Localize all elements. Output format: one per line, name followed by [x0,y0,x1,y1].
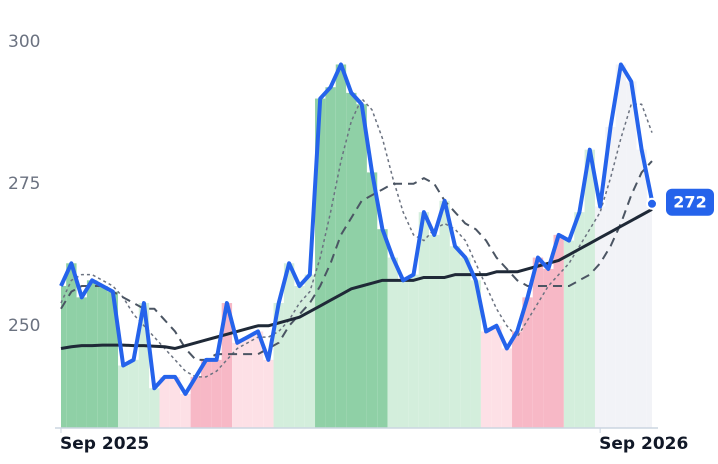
regime-band [449,246,461,428]
regime-band [283,263,295,428]
y-tick-label: 250 [8,316,40,336]
regime-band [501,348,513,428]
regime-band [522,297,533,428]
regime-band [470,280,481,428]
regime-band [315,98,326,428]
regime-band [180,393,191,428]
regime-band [294,286,305,428]
regime-band [263,359,274,428]
moving-average [60,97,653,378]
regime-band [532,257,544,428]
regime-band [626,81,637,429]
regime-band [273,303,284,428]
regime-band [366,172,378,428]
regime-band [636,149,647,428]
regime-band [594,206,606,428]
regime-band [408,274,419,428]
y-tick-label: 275 [8,174,40,194]
regime-band [439,200,450,428]
regime-band [553,234,564,428]
value-badge [666,188,714,216]
regime-band [159,376,170,428]
regime-band [346,92,357,428]
regime-band [232,342,243,428]
regime-band [491,325,502,428]
regime-band [128,359,139,428]
regime-band [61,286,67,428]
regime-band [169,376,181,428]
regime-band [325,87,336,428]
regime-band [356,104,367,429]
regime-band [605,126,616,429]
price-line [59,62,654,396]
regime-band [304,274,316,428]
last-point [646,197,658,210]
regime-band [252,331,264,428]
regime-band [242,337,253,428]
x-tick-label: Sep 2026 [599,434,688,454]
regime-band [221,303,233,428]
regime-band [118,365,129,428]
regime-band [460,257,471,428]
moving-average [60,160,653,361]
regime-band [615,64,627,428]
y-tick-label: 300 [8,32,40,52]
regime-band [480,331,492,428]
regime-band [397,280,409,428]
regime-band [574,212,585,428]
regime-band [211,359,222,428]
regime-band [646,200,652,428]
regime-band [107,291,119,428]
moving-average [60,208,653,350]
regime-band [190,376,201,428]
regime-band [76,297,87,428]
regime-band [200,359,212,428]
regime-band [429,234,440,428]
regime-band [543,268,554,428]
regime-band [86,280,98,428]
regime-band [512,331,523,428]
value-badge-label: 272 [673,192,706,211]
regime-band [387,257,398,428]
regime-band [149,388,160,428]
x-tick-label: Sep 2025 [60,434,149,454]
regime-band [563,240,575,428]
regime-band [138,303,150,428]
regime-band [97,286,108,428]
regime-band [377,229,388,428]
regime-band [418,212,430,428]
regime-band [584,149,595,428]
regime-band [335,64,347,428]
